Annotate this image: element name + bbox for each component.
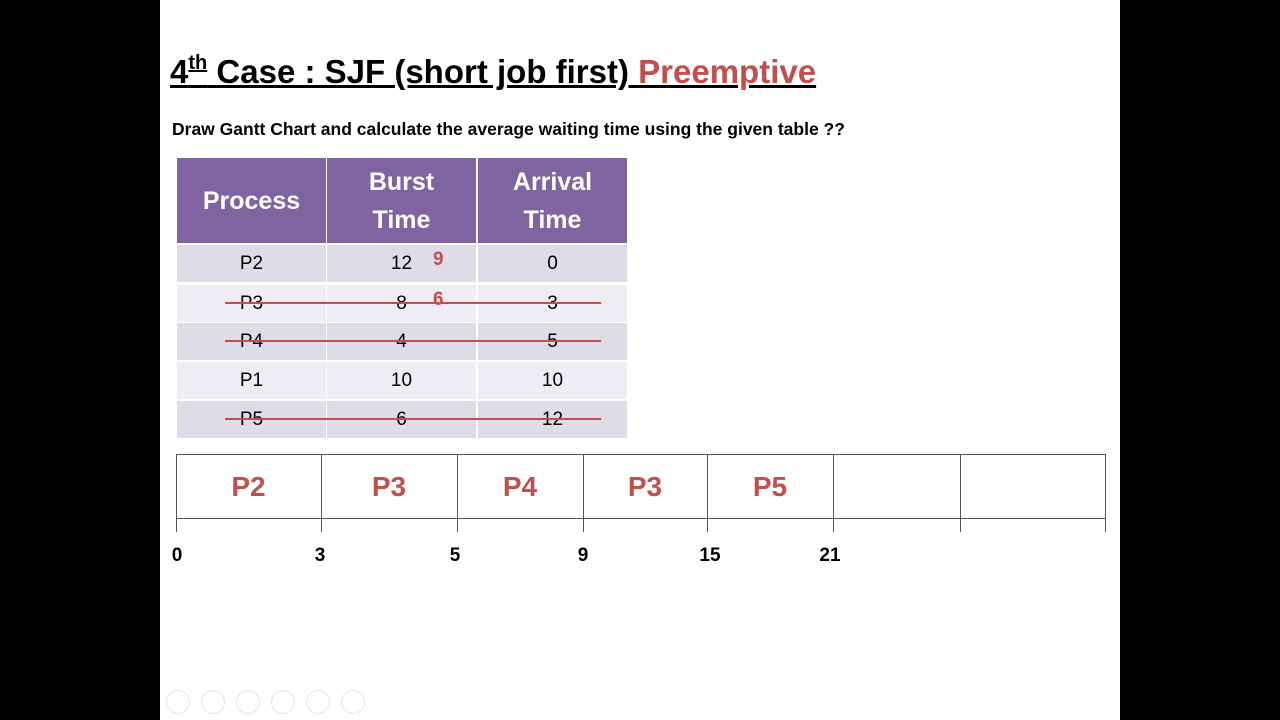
gantt-divider [960, 454, 961, 532]
table-cell: P1 [177, 362, 326, 399]
table-cell: 10 [327, 362, 476, 399]
time-label: 15 [699, 545, 721, 566]
gantt-block: P4 [502, 471, 538, 502]
strike-line [225, 340, 601, 342]
table-cell: 12 [327, 245, 476, 282]
time-label: 9 [577, 545, 589, 566]
table-cell: P2 [177, 245, 326, 282]
time-label: 3 [314, 545, 326, 566]
title-number: 4 [170, 53, 189, 90]
gantt-block: P3 [371, 471, 407, 502]
table-cell: 10 [478, 362, 627, 399]
annotation: 9 [433, 249, 444, 270]
gantt-divider [1105, 454, 1106, 532]
time-label: 21 [819, 545, 841, 566]
gantt-block: P2 [231, 471, 266, 502]
title-highlight: Preemptive [638, 53, 817, 90]
header-cell: Burst Time [327, 158, 476, 243]
gantt-block: P5 [752, 471, 788, 502]
instruction: Draw Gantt Chart and calculate the avera… [172, 119, 845, 139]
annotation: 6 [433, 289, 444, 310]
strike-line [225, 302, 601, 304]
header-cell: Process [177, 158, 326, 243]
slide: 4th Case : SJF (short job first) Preempt… [160, 0, 1120, 720]
toolbar-button[interactable] [306, 690, 330, 714]
gantt-block: P3 [627, 471, 663, 502]
gantt-bottom [176, 518, 1105, 519]
title-superscript: th [188, 52, 208, 74]
toolbar-button[interactable] [166, 690, 190, 714]
gantt-divider [707, 454, 708, 532]
strike-line [225, 418, 601, 420]
time-label: 0 [171, 545, 183, 566]
gantt-top [176, 454, 1105, 455]
gantt-divider [176, 454, 177, 532]
toolbar-button[interactable] [271, 690, 295, 714]
toolbar-button[interactable] [236, 690, 260, 714]
toolbar-button[interactable] [201, 690, 225, 714]
table-cell: 0 [478, 245, 627, 282]
header-cell: Arrival Time [478, 158, 627, 243]
title-text: Case : SJF (short job first) [216, 53, 629, 90]
time-label: 5 [449, 545, 461, 566]
gantt-divider [583, 454, 584, 532]
gantt-divider [321, 454, 322, 532]
slide-title: 4th Case : SJF (short job first) Preempt… [170, 52, 816, 91]
gantt-divider [457, 454, 458, 532]
gantt-divider [833, 454, 834, 532]
toolbar-button[interactable] [341, 690, 365, 714]
